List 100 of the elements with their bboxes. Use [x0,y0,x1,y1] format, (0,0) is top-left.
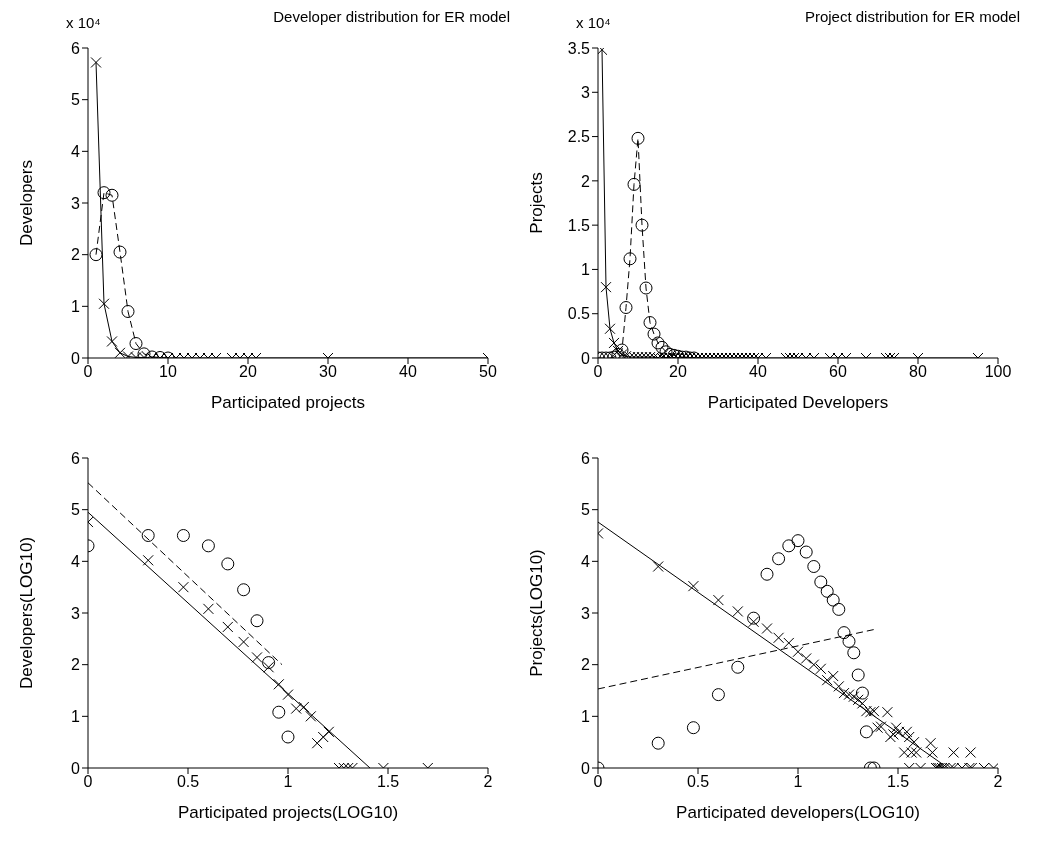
point [800,652,812,664]
x-tick-label: 1 [793,773,803,791]
point [89,248,103,262]
y-tick-label: 1 [71,708,81,726]
y-tick-label: 2 [71,246,81,264]
point [837,626,851,640]
point [113,245,127,259]
point [848,691,860,703]
point [864,706,876,718]
y-tick-label: 5 [71,91,81,109]
point [635,218,649,232]
point [686,721,700,735]
text: x 10⁴ [576,14,611,31]
y-axis-title: Projects(LOG10) [527,549,547,677]
point [852,694,864,706]
point [838,687,850,699]
point [282,689,294,701]
y-tick-label: 1 [581,708,591,726]
point [272,705,286,719]
y-tick-label: 4 [71,143,81,161]
point [142,554,154,566]
point [814,575,828,589]
y-tick-label: 6 [581,449,591,467]
point [273,678,285,690]
point [639,281,653,295]
y-tick-label: 2 [581,172,591,190]
point [773,632,785,644]
y-tick-label: 3 [71,194,81,212]
x-tick-label: 0 [83,363,93,381]
point [748,616,760,628]
y-tick-label: 0 [581,759,591,777]
x-tick-label: 0.5 [686,773,710,791]
x-tick-label: 50 [479,363,497,381]
y-tick-label: 2.5 [567,128,591,146]
point [783,637,795,649]
x-tick-label: 20 [239,363,257,381]
x-tick-label: 2 [483,773,493,791]
point [855,686,869,700]
point [926,747,938,758]
point [97,186,111,200]
y-tick-label: 3 [71,604,81,622]
y-axis-title: Developers(LOG10) [17,536,37,690]
point [121,305,135,318]
x-axis-title: Participated developers(LOG10) [676,803,920,822]
x-tick-label: 2 [993,773,1003,791]
y-tick-label: 0 [71,759,81,777]
point [311,737,323,749]
point [711,688,725,702]
point [842,634,856,648]
point [651,736,665,750]
point [965,747,977,758]
x-tick-label: 0 [83,773,93,791]
x-tick-label: 1 [283,773,293,791]
point [881,706,893,718]
point [903,731,915,743]
x-tick-label: 60 [829,363,847,381]
y-tick-label: 3 [581,83,591,101]
point [631,131,645,145]
point [747,611,761,625]
point [237,583,251,597]
y-tick-label: 1.5 [567,216,591,234]
y-tick-label: 2 [71,656,81,674]
point [98,298,110,310]
y-tick-label: 4 [581,553,591,571]
x-axis-title: Participated projects [210,393,366,412]
y-tick-label: 5 [71,501,81,519]
text: x 10⁴ [66,14,101,31]
point [251,651,263,663]
point [851,668,865,682]
point [106,335,118,347]
point [202,603,214,615]
point [792,646,804,658]
point [176,529,190,542]
point [826,593,840,607]
x-tick-label: 40 [399,363,417,381]
x-tick-label: 0.5 [176,773,200,791]
y-tick-label: 1 [581,261,591,279]
point [238,636,250,648]
x-tick-label: 0 [593,363,603,381]
x-tick-label: 0 [593,773,603,791]
y-axis-title: Developers [17,160,37,246]
point [782,539,796,553]
point [731,660,745,674]
point [856,697,868,709]
point [808,659,820,671]
point [305,710,317,722]
point [712,594,724,606]
y-tick-label: 5 [581,501,591,519]
point [263,661,275,673]
point [623,252,637,266]
point [760,567,774,581]
point [761,623,773,634]
y-axis-title: Projects [527,172,547,234]
x-tick-label: 100 [984,363,1012,381]
point [105,188,119,202]
point [732,605,744,617]
point [317,731,329,743]
point [262,656,276,670]
x-tick-label: 80 [909,363,927,381]
point [815,663,827,675]
